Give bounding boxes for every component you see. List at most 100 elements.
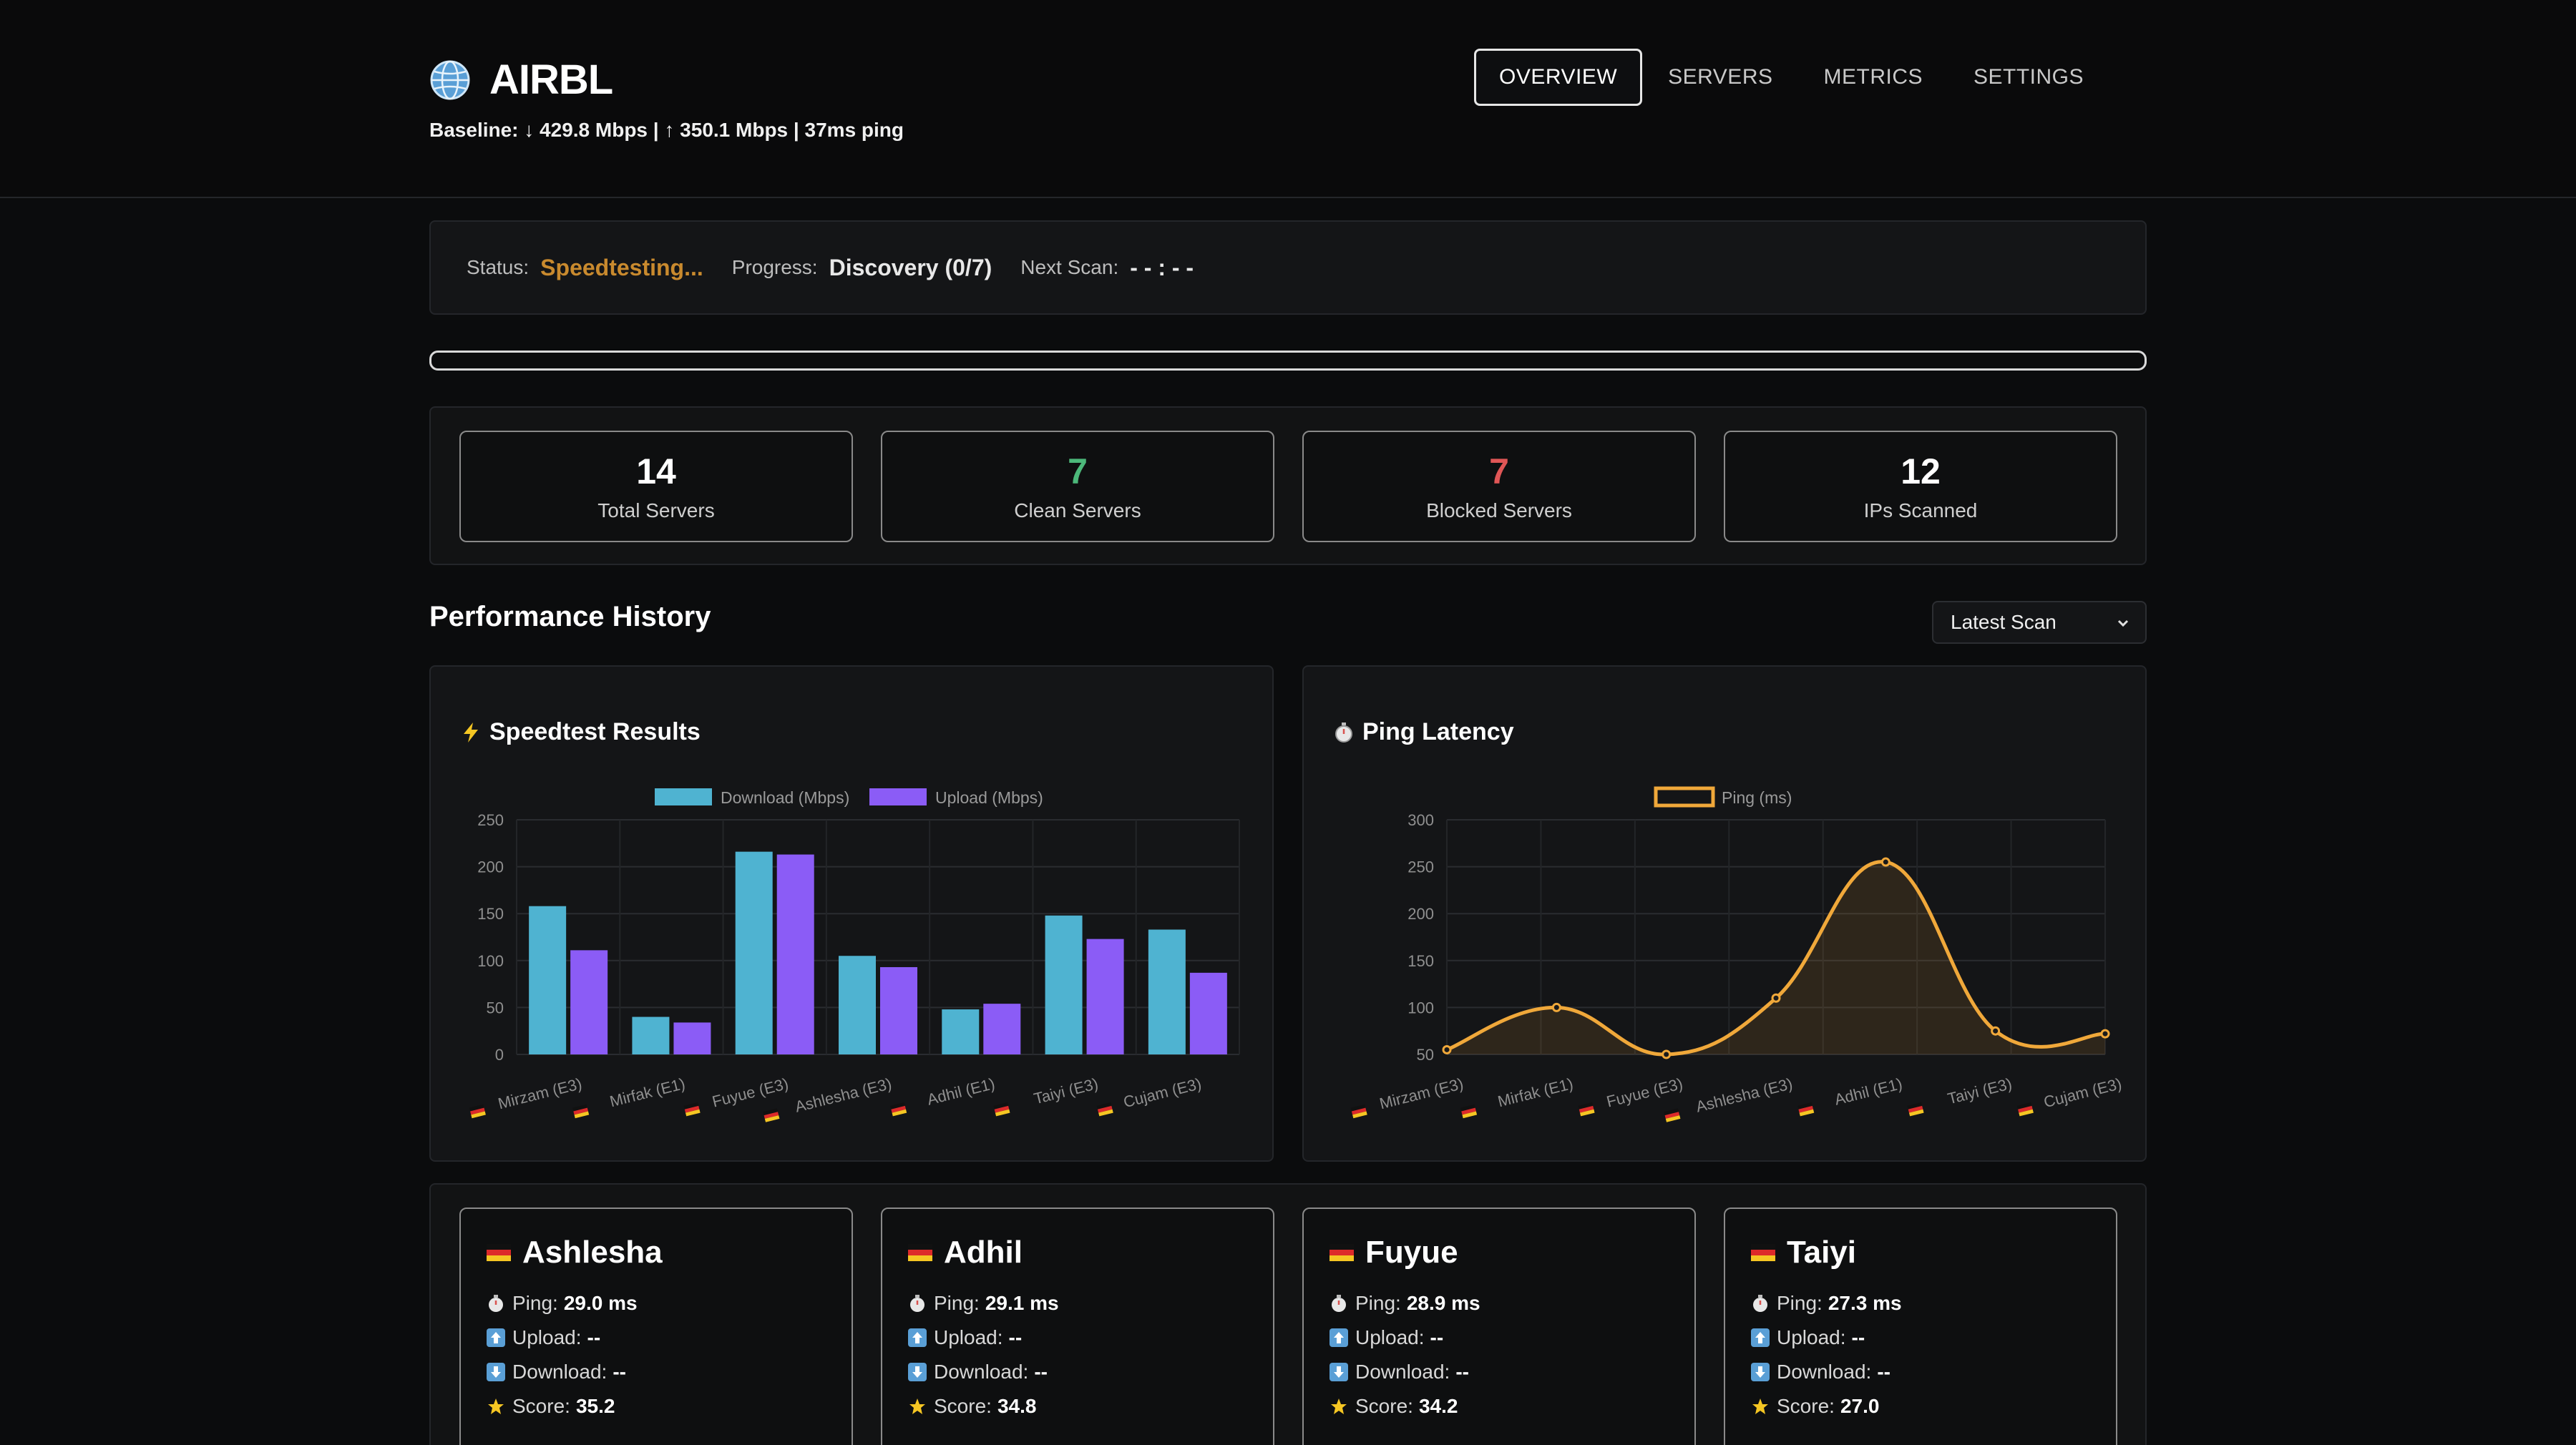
upload-bar bbox=[673, 1022, 711, 1054]
brand[interactable]: AIRBL bbox=[429, 56, 613, 104]
stat-total-servers: 14 Total Servers bbox=[459, 431, 853, 542]
chart-title-text: Ping Latency bbox=[1362, 718, 1514, 745]
upload-bar bbox=[1189, 972, 1227, 1054]
upload-value: -- bbox=[1430, 1326, 1444, 1348]
upload-bar bbox=[880, 966, 917, 1054]
server-ping: Ping: 28.9 ms bbox=[1330, 1286, 1694, 1321]
stopwatch-icon bbox=[489, 1295, 503, 1312]
ping-point bbox=[1771, 993, 1781, 1003]
app-title: AIRBL bbox=[489, 57, 613, 103]
ping-label: Ping: bbox=[512, 1292, 558, 1314]
flag-stripe bbox=[994, 1105, 1010, 1113]
germany-flag-icon bbox=[1797, 1102, 1815, 1117]
download-value: -- bbox=[1034, 1361, 1048, 1383]
stat-value: 7 bbox=[1068, 451, 1088, 491]
server-upload: Upload: -- bbox=[487, 1321, 852, 1355]
score-value: 35.2 bbox=[575, 1395, 615, 1417]
baseline-summary: Baseline: ↓ 429.8 Mbps | ↑ 350.1 Mbps | … bbox=[429, 119, 904, 141]
germany-flag-icon bbox=[2016, 1102, 2034, 1117]
score-label: Score: bbox=[1355, 1395, 1413, 1417]
performance-history-title: Performance History bbox=[429, 601, 711, 632]
tab-overview[interactable]: OVERVIEW bbox=[1474, 49, 1643, 106]
ping-value: 28.9 ms bbox=[1406, 1292, 1480, 1314]
flag-stripe bbox=[1664, 1108, 1679, 1116]
flag-stripe bbox=[1579, 1105, 1594, 1113]
next-scan-value: - - : - - bbox=[1130, 254, 1194, 280]
y-tick-label: 100 bbox=[1407, 999, 1434, 1017]
server-card-adhil[interactable]: Adhil Ping: 29.1 ms Upload: -- Download: --… bbox=[881, 1208, 1274, 1445]
upload-label: Upload: bbox=[934, 1326, 1003, 1348]
upload-bar bbox=[776, 854, 814, 1054]
x-tick-label: Mirzam (E3) bbox=[1377, 1074, 1465, 1112]
flag-stripe bbox=[1799, 1109, 1815, 1117]
server-card-taiyi[interactable]: Taiyi Ping: 27.3 ms Upload: -- Download: --… bbox=[1724, 1208, 2117, 1445]
speedtest-chart-card: Speedtest Results 0 50 100 150 200 250 Downloa… bbox=[429, 665, 1274, 1162]
speedtest-bar-chart: 0 50 100 150 200 250 Download (Mbps) Upload (Mb… bbox=[469, 788, 1240, 1122]
flag-stripe bbox=[993, 1102, 1009, 1110]
tab-settings[interactable]: SETTINGS bbox=[1974, 65, 2084, 89]
server-card-ashlesha[interactable]: Ashlesha Ping: 29.0 ms Upload: -- Download… bbox=[459, 1208, 853, 1445]
x-tick-label: Adhil (E1) bbox=[925, 1074, 997, 1109]
x-tick-label: Fuyue (E3) bbox=[1605, 1074, 1685, 1111]
flag-stripe bbox=[471, 1111, 486, 1119]
flag-stripe bbox=[574, 1111, 590, 1119]
server-upload: Upload: -- bbox=[1330, 1321, 1694, 1355]
server-name: Taiyi bbox=[1751, 1235, 2116, 1270]
flag-stripe bbox=[1664, 1112, 1680, 1119]
germany-flag-icon bbox=[683, 1102, 701, 1117]
y-tick-label: 300 bbox=[1407, 811, 1434, 829]
legend-label: Ping (ms) bbox=[1722, 788, 1792, 807]
stat-ips-scanned: 12 IPs Scanned bbox=[1724, 431, 2117, 542]
ping-area-fill bbox=[1447, 861, 2105, 1055]
y-tick-label: 50 bbox=[1417, 1046, 1434, 1064]
x-tick-label-group: Mirzam (E3) bbox=[469, 1074, 584, 1119]
upload-bar bbox=[1086, 939, 1124, 1054]
upload-label: Upload: bbox=[1777, 1326, 1846, 1348]
y-tick-label: 200 bbox=[477, 858, 504, 876]
score-value: 34.2 bbox=[1418, 1395, 1458, 1417]
flag-stripe bbox=[1798, 1105, 1814, 1113]
flag-stripe bbox=[1908, 1109, 1924, 1117]
download-label: Download: bbox=[1355, 1361, 1450, 1383]
tab-metrics[interactable]: METRICS bbox=[1823, 65, 1923, 89]
legend-swatch bbox=[869, 788, 927, 805]
server-name-text: Fuyue bbox=[1365, 1235, 1458, 1270]
flag-stripe bbox=[891, 1105, 906, 1113]
ping-line-chart: 50 100 150 200 250 300 Ping (ms) Mirzam (E3) Mir… bbox=[1350, 786, 2124, 1122]
flag-stripe bbox=[892, 1109, 907, 1117]
flag-stripe bbox=[763, 1112, 779, 1119]
status-value: Speedtesting... bbox=[540, 254, 703, 280]
progress-label: Progress: bbox=[731, 256, 818, 278]
download-bar bbox=[529, 906, 567, 1054]
server-download: Download: -- bbox=[908, 1355, 1273, 1389]
stat-value: 14 bbox=[636, 451, 676, 491]
stat-clean-servers: 7 Clean Servers bbox=[881, 431, 1274, 542]
x-tick-label: Ashlesha (E3) bbox=[1694, 1074, 1794, 1116]
server-card-fuyue[interactable]: Fuyue Ping: 28.9 ms Upload: -- Download: --… bbox=[1302, 1208, 1696, 1445]
stats-panel: 14 Total Servers 7 Clean Servers 7 Block… bbox=[429, 406, 2147, 565]
stopwatch-icon bbox=[1335, 722, 1352, 743]
y-tick-label: 0 bbox=[495, 1046, 504, 1064]
server-ping: Ping: 29.0 ms bbox=[487, 1286, 852, 1321]
x-tick-label: Mirzam (E3) bbox=[496, 1074, 583, 1112]
chart-title-text: Speedtest Results bbox=[489, 718, 701, 745]
server-name: Fuyue bbox=[1330, 1235, 1694, 1270]
flag-stripe bbox=[995, 1109, 1010, 1117]
tab-servers[interactable]: SERVERS bbox=[1668, 65, 1773, 89]
flag-stripe bbox=[763, 1108, 779, 1116]
server-download: Download: -- bbox=[487, 1355, 852, 1389]
x-tick-label-group: Cujam (E3) bbox=[1096, 1074, 1203, 1117]
scan-select[interactable]: Latest Scan bbox=[1932, 601, 2147, 644]
stopwatch-icon bbox=[1332, 1295, 1346, 1312]
flag-stripe bbox=[1350, 1104, 1366, 1112]
x-tick-label: Ashlesha (E3) bbox=[793, 1074, 893, 1116]
germany-flag-icon bbox=[1578, 1102, 1595, 1117]
germany-flag-icon bbox=[1460, 1104, 1478, 1119]
y-tick-label: 100 bbox=[477, 952, 504, 970]
legend-label: Download (Mbps) bbox=[721, 788, 849, 807]
flag-stripe bbox=[1578, 1102, 1594, 1110]
server-upload: Upload: -- bbox=[1751, 1321, 2116, 1355]
progress-bar bbox=[429, 351, 2147, 371]
x-tick-label-group: Cujam (E3) bbox=[2016, 1074, 2124, 1117]
germany-flag-icon bbox=[993, 1102, 1010, 1117]
